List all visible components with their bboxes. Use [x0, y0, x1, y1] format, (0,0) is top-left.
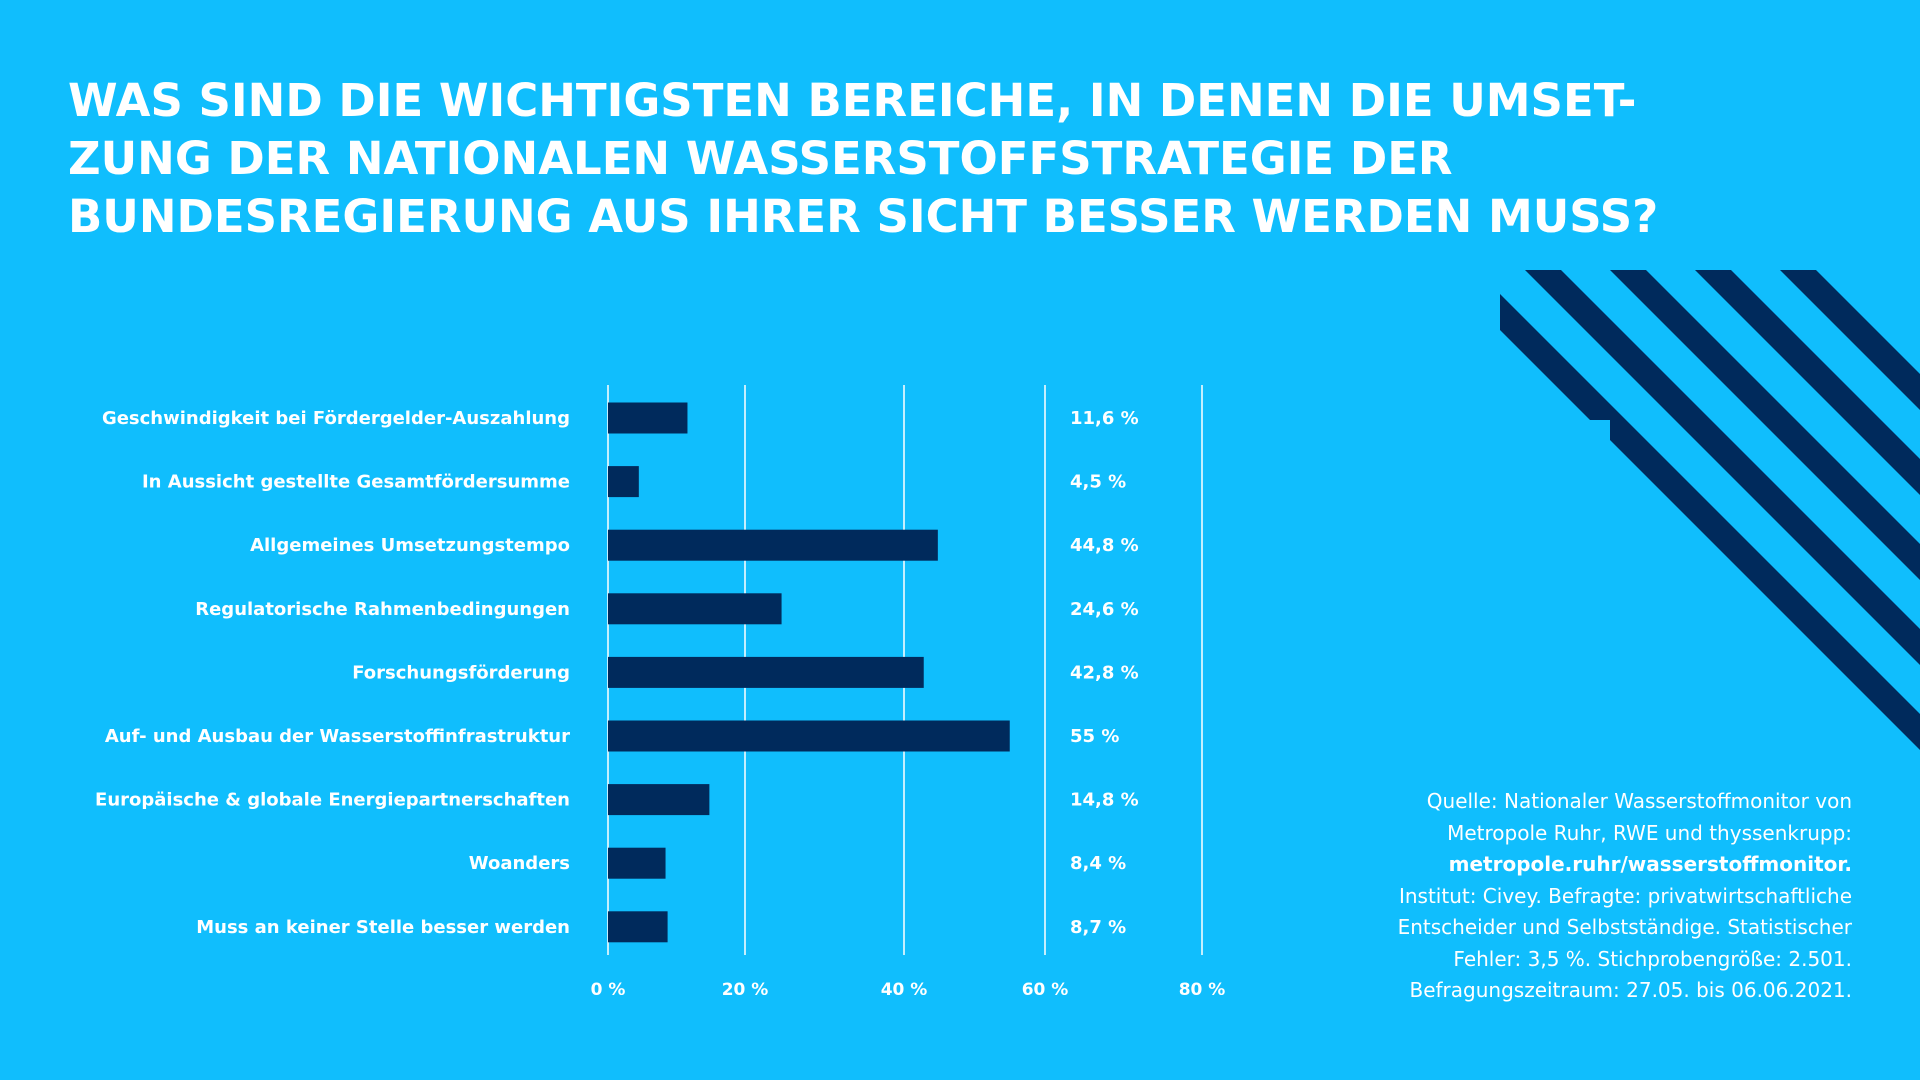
value-label: 44,8 % [1070, 535, 1139, 556]
value-label: 11,6 % [1070, 408, 1139, 429]
bar [608, 784, 710, 816]
value-label: 4,5 % [1070, 472, 1126, 493]
x-tick-label: 80 % [1179, 980, 1226, 1000]
title-line: ZUNG DER NATIONALEN WASSERSTOFFSTRATEGIE… [68, 132, 1453, 185]
bar-chart: Geschwindigkeit bei Fördergelder-Auszahl… [95, 385, 1226, 1000]
bar [608, 466, 639, 498]
value-label: 24,6 % [1070, 599, 1139, 620]
category-label: Forschungsförderung [352, 662, 570, 683]
bar [608, 402, 688, 434]
value-label: 14,8 % [1070, 790, 1139, 811]
stripe [1550, 270, 1920, 760]
bar [608, 656, 924, 688]
source-line: Metropole Ruhr, RWE und thyssenkrupp: [1447, 820, 1852, 845]
stripe [1500, 270, 1920, 760]
value-labels: 11,6 % 4,5 % 44,8 % 24,6 % 42,8 % 55 % 14,8 % 8… [1070, 408, 1139, 938]
diagonal-stripes-decoration [1500, 270, 1920, 760]
bar [608, 911, 668, 943]
value-label: 8,7 % [1070, 917, 1126, 938]
bar [608, 720, 1010, 752]
source-line: Institut: Civey. Befragte: privatwirtsch… [1398, 883, 1852, 908]
category-labels: Geschwindigkeit bei Fördergelder-Auszahl… [95, 408, 570, 938]
stripe [1720, 270, 1920, 760]
category-label: Geschwindigkeit bei Fördergelder-Auszahl… [102, 408, 570, 429]
category-label: In Aussicht gestellte Gesamtfördersumme [142, 472, 570, 493]
title-line: WAS SIND DIE WICHTIGSTEN BEREICHE, IN DE… [68, 74, 1637, 127]
x-tick-labels: 0 % 20 % 40 % 60 % 80 % [591, 980, 1226, 1000]
source-line: Entscheider und Selbstständige. Statisti… [1397, 915, 1852, 939]
x-tick-label: 40 % [881, 980, 928, 1000]
stripe [1635, 270, 1920, 760]
value-label: 42,8 % [1070, 662, 1139, 683]
source-line: Befragungszeitraum: 27.05. bis 06.06.202… [1409, 978, 1852, 1002]
value-label: 55 % [1070, 726, 1119, 747]
value-label: 8,4 % [1070, 853, 1126, 874]
page-title: WAS SIND DIE WICHTIGSTEN BEREICHE, IN DE… [68, 72, 1768, 246]
category-label: Muss an keiner Stelle besser werden [196, 917, 570, 938]
category-label: Woanders [469, 853, 570, 874]
category-label: Auf- und Ausbau der Wasserstoffinfrastru… [105, 726, 570, 747]
source-line: Fehler: 3,5 %. Stichprobengröße: 2.501. [1453, 946, 1852, 971]
category-label: Regulatorische Rahmenbedingungen [195, 599, 570, 620]
category-label: Europäische & globale Energiepartnerscha… [95, 790, 570, 811]
source-link[interactable]: metropole.ruhr/wasserstoffmonitor. [1448, 852, 1852, 876]
category-label: Allgemeines Umsetzungstempo [250, 535, 570, 556]
title-line: BUNDESREGIERUNG AUS IHRER SICHT BESSER W… [68, 190, 1659, 243]
source-line: Quelle: Nationaler Wasserstoffmonitor vo… [1426, 789, 1852, 813]
x-tick-label: 20 % [722, 980, 769, 1000]
source-note: Quelle: Nationaler Wasserstoffmonitor vo… [1340, 786, 1852, 1007]
x-tick-label: 0 % [591, 980, 626, 1000]
bar [608, 847, 666, 879]
bar [608, 529, 938, 561]
bars [608, 402, 1010, 943]
stripe [1500, 270, 1920, 760]
bar [608, 593, 782, 625]
x-tick-label: 60 % [1022, 980, 1069, 1000]
